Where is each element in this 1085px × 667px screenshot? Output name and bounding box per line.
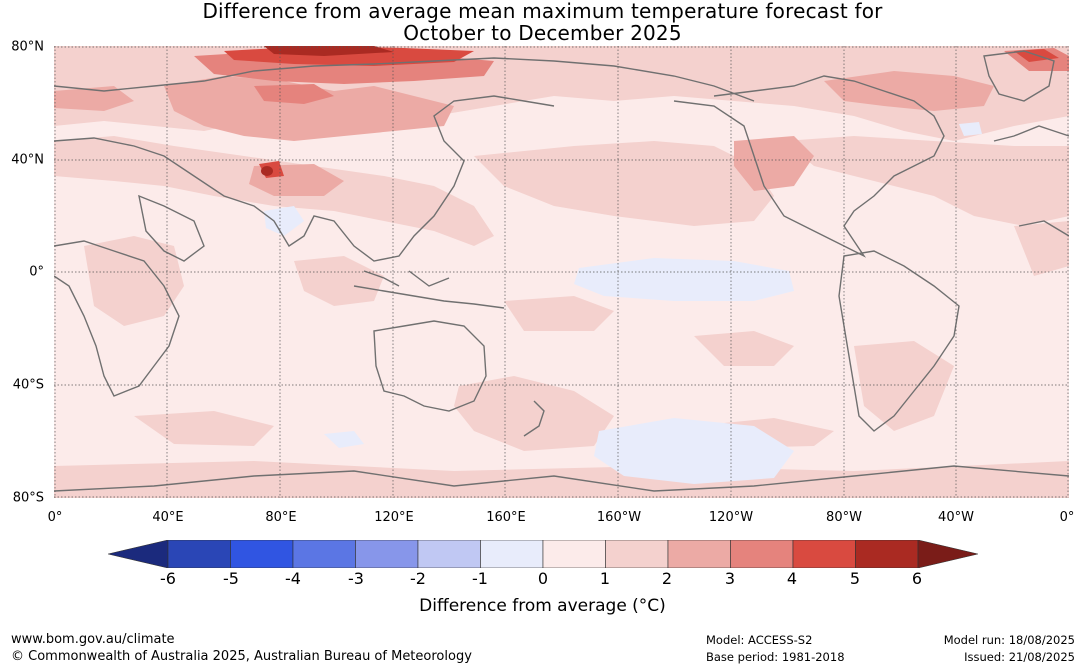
lat-label-80n: 80°N bbox=[11, 39, 44, 55]
anomaly-5-6-regions bbox=[261, 46, 394, 176]
colorbar-bin bbox=[355, 540, 419, 568]
website-text: www.bom.gov.au/climate bbox=[11, 632, 175, 647]
lon-label-40w: 40°W bbox=[938, 510, 974, 525]
colorbar-tick-neg4: -4 bbox=[285, 569, 301, 588]
lon-label-0: 0° bbox=[47, 510, 63, 525]
lat-label-40n: 40°N bbox=[11, 152, 44, 168]
colorbar-bin bbox=[108, 540, 169, 568]
colorbar-bin bbox=[917, 540, 978, 568]
colorbar-bin bbox=[167, 540, 231, 568]
colorbar-tick-5: 5 bbox=[849, 569, 861, 588]
colorbar-tick-neg2: -2 bbox=[410, 569, 426, 588]
colorbar-tick-6: 6 bbox=[911, 569, 923, 588]
lon-label-80w: 80°W bbox=[826, 510, 862, 525]
land-outlines bbox=[54, 50, 1069, 492]
colorbar-tick-4: 4 bbox=[786, 569, 798, 588]
chart-title: Difference from average mean maximum tem… bbox=[0, 0, 1085, 44]
lat-label-40s: 40°S bbox=[12, 377, 44, 393]
lon-label-160w: 160°W bbox=[596, 510, 642, 525]
colorbar-tick-neg3: -3 bbox=[348, 569, 364, 588]
colorbar bbox=[108, 540, 978, 568]
anomaly-1-2-regions bbox=[54, 46, 1069, 498]
footer-dates: Model run: 18/08/2025 Issued: 21/08/2025 bbox=[944, 632, 1075, 666]
colorbar-tick-neg6: -6 bbox=[160, 569, 176, 588]
colorbar-tick-neg1: -1 bbox=[472, 569, 488, 588]
colorbar-bin bbox=[292, 540, 356, 568]
anomaly-neg1-0-regions bbox=[264, 122, 982, 484]
lon-label-120e: 120°E bbox=[374, 510, 414, 525]
model-run-text: Model run: 18/08/2025 bbox=[943, 633, 1075, 647]
lon-label-0-end: 0° bbox=[1059, 510, 1075, 525]
colorbar-bin bbox=[667, 540, 731, 568]
lon-label-40e: 40°E bbox=[152, 510, 184, 525]
lat-label-0: 0° bbox=[29, 264, 44, 280]
colorbar-tick-0: 0 bbox=[537, 569, 549, 588]
gridlines bbox=[54, 46, 1069, 498]
footer-left: www.bom.gov.au/climate © Commonwealth of… bbox=[11, 631, 472, 665]
colorbar-tick-neg5: -5 bbox=[223, 569, 239, 588]
colorbar-tick-3: 3 bbox=[724, 569, 736, 588]
title-line-2: October to December 2025 bbox=[403, 21, 682, 45]
base-period-text: Base period: 1981-2018 bbox=[706, 650, 845, 664]
title-line-1: Difference from average mean maximum tem… bbox=[202, 0, 883, 23]
footer-model: Model: ACCESS-S2 Base period: 1981-2018 bbox=[706, 632, 845, 666]
colorbar-tick-2: 2 bbox=[661, 569, 673, 588]
colorbar-bin bbox=[480, 540, 544, 568]
lat-label-80s: 80°S bbox=[12, 490, 44, 506]
colorbar-bin bbox=[792, 540, 856, 568]
map-svg bbox=[54, 46, 1069, 498]
colorbar-bin bbox=[730, 540, 794, 568]
colorbar-bin bbox=[542, 540, 606, 568]
colorbar-label: Difference from average (°C) bbox=[419, 596, 666, 616]
model-text: Model: ACCESS-S2 bbox=[706, 633, 813, 647]
colorbar-bin bbox=[855, 540, 919, 568]
copyright-text: © Commonwealth of Australia 2025, Austra… bbox=[11, 649, 472, 664]
colorbar-bin bbox=[605, 540, 669, 568]
issued-text: Issued: 21/08/2025 bbox=[964, 650, 1075, 664]
colorbar-bin bbox=[417, 540, 481, 568]
colorbar-bin bbox=[230, 540, 294, 568]
forecast-map bbox=[54, 46, 1069, 498]
colorbar-tick-1: 1 bbox=[599, 569, 611, 588]
lon-label-120w: 120°W bbox=[708, 510, 754, 525]
lon-label-80e: 80°E bbox=[265, 510, 297, 525]
lon-label-160e: 160°E bbox=[486, 510, 526, 525]
colorbar-bins bbox=[108, 540, 978, 568]
